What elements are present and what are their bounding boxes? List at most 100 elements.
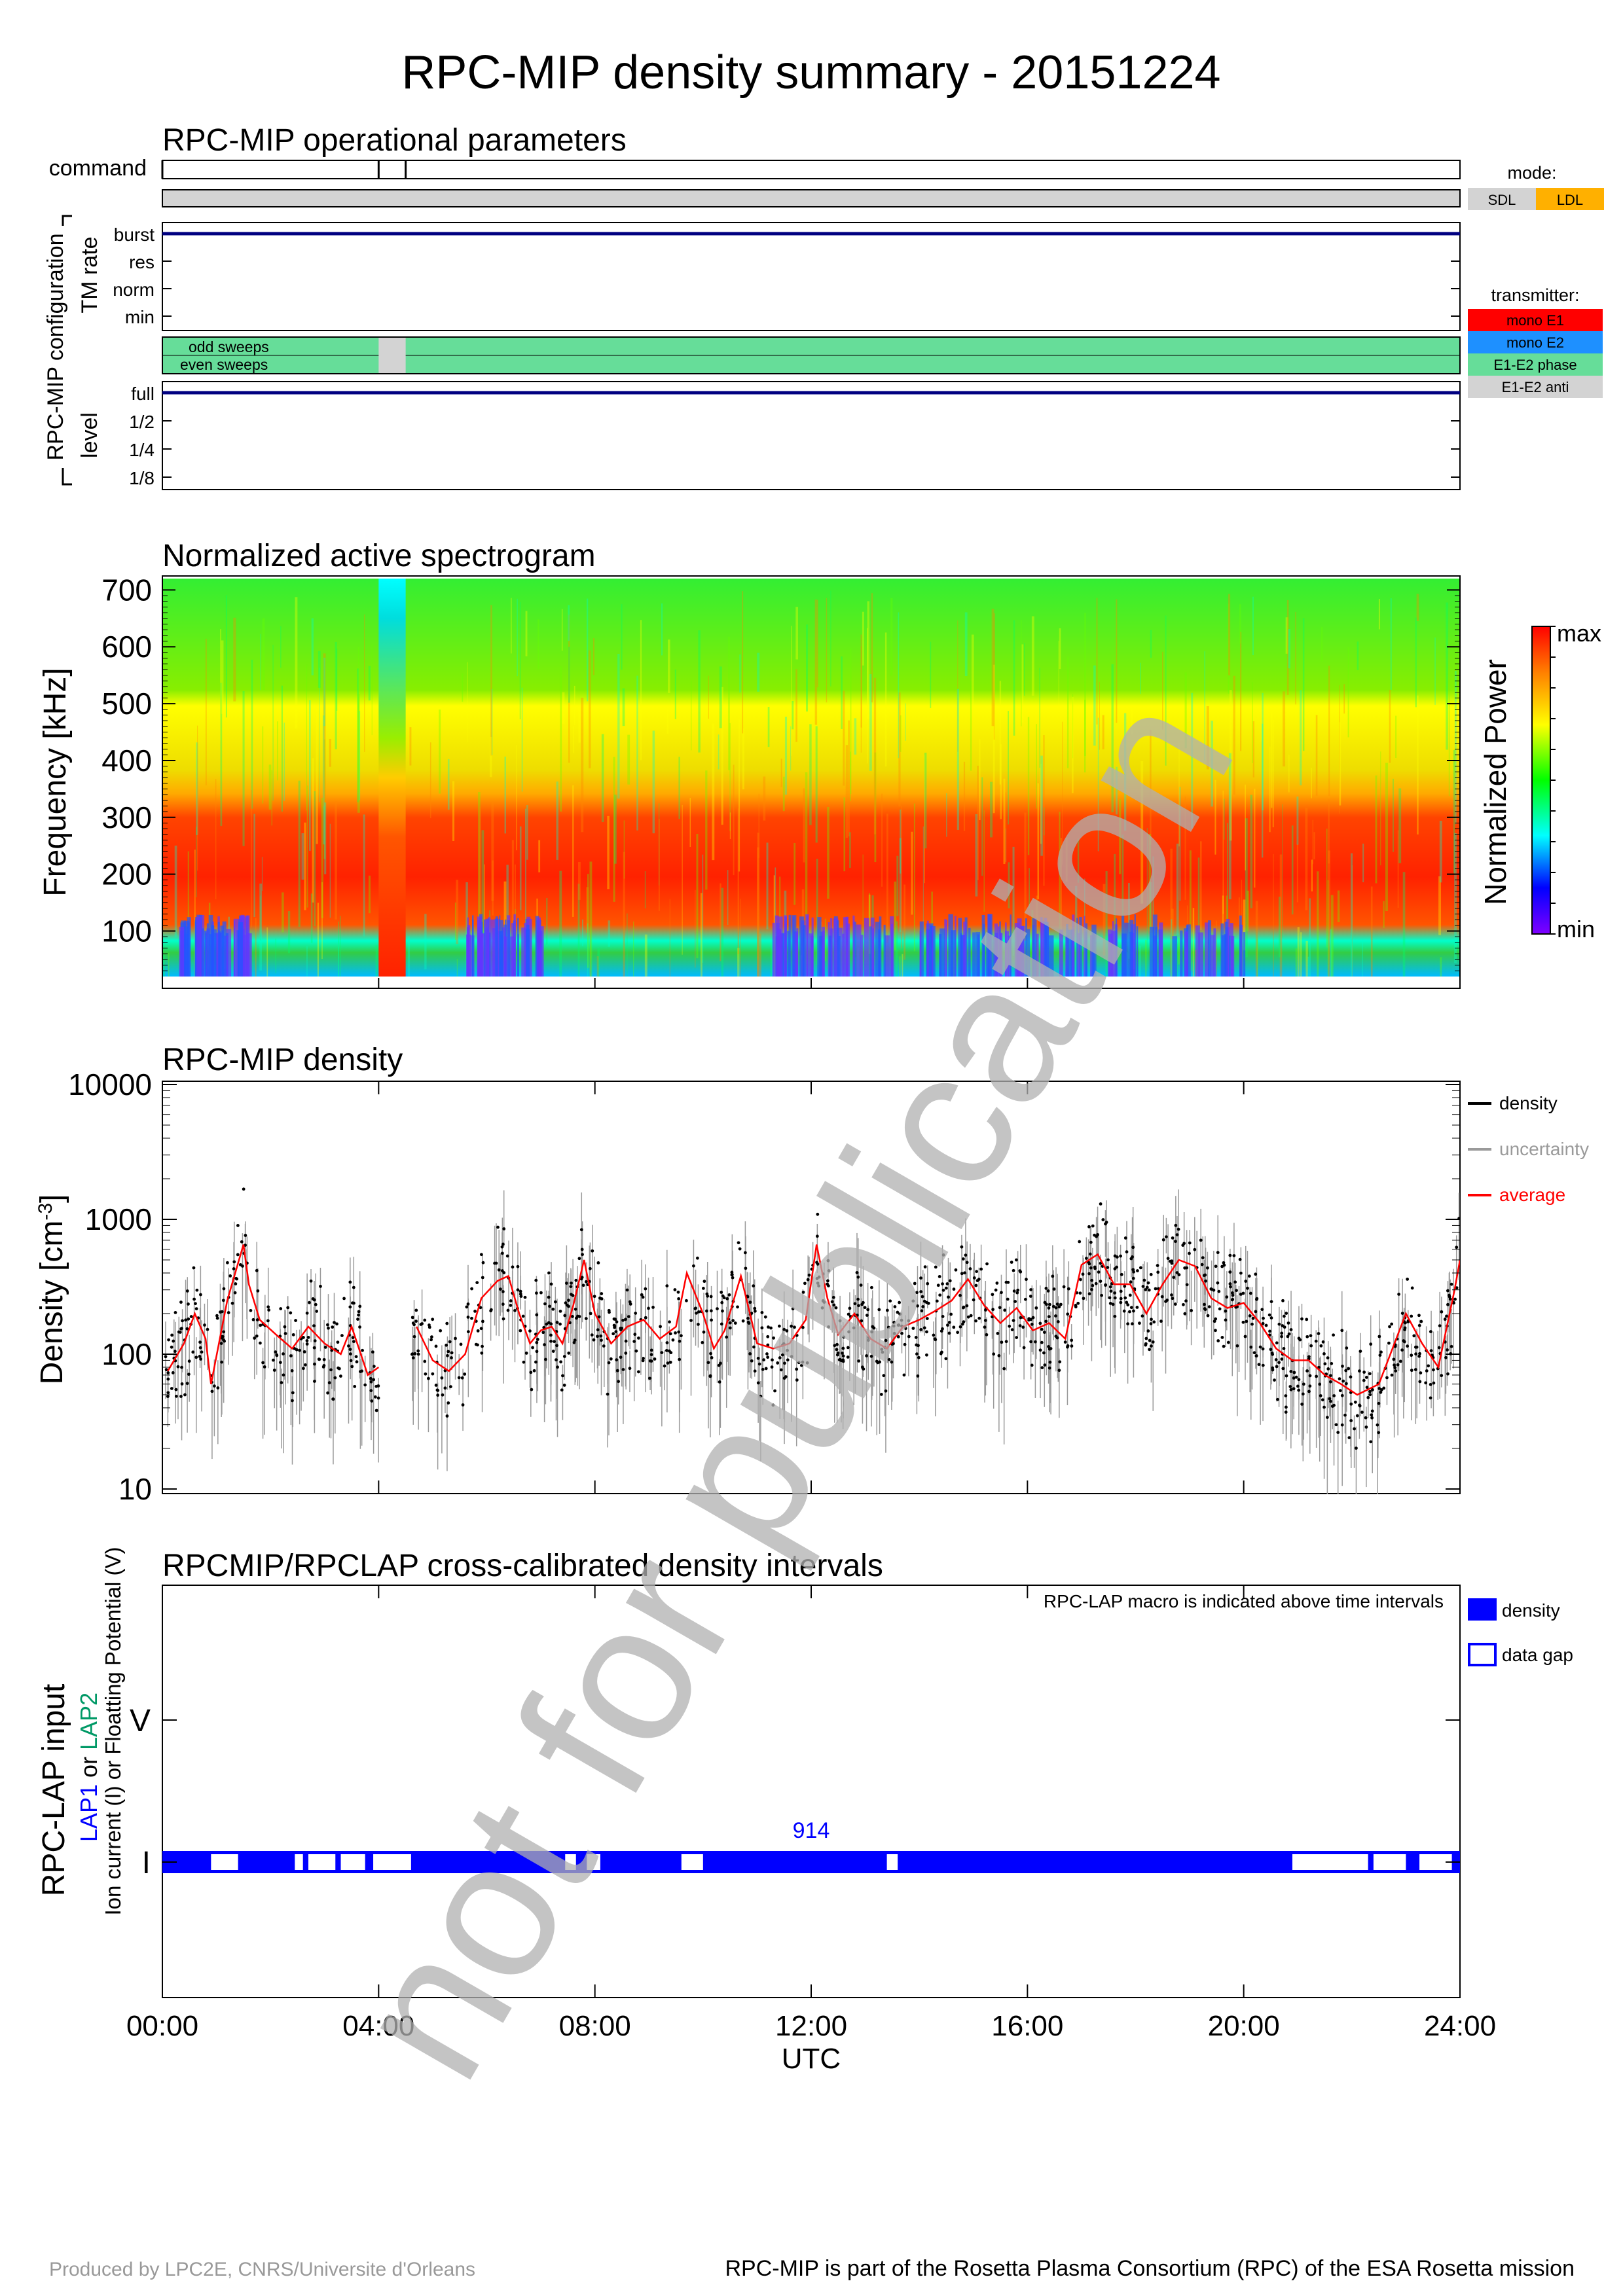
spectrogram-streak — [311, 618, 314, 675]
density-point — [1225, 1295, 1229, 1299]
density-point — [170, 1387, 173, 1390]
spectrogram-streak — [975, 814, 978, 897]
spectrogram-streak — [593, 638, 594, 675]
spectrogram-blue-patch — [1208, 920, 1212, 977]
density-point — [827, 1269, 831, 1272]
density-point — [963, 1271, 966, 1275]
density-point — [429, 1338, 433, 1342]
spectrogram-streak — [538, 840, 541, 872]
density-point — [890, 1360, 894, 1364]
density-point — [440, 1376, 444, 1380]
density-point — [728, 1326, 732, 1330]
density-point — [235, 1277, 239, 1281]
density-point — [985, 1262, 989, 1266]
density-point — [1150, 1318, 1153, 1321]
density-point — [1018, 1324, 1022, 1327]
spectrogram-blue-patch — [931, 926, 934, 977]
spectrogram-streak — [1327, 850, 1330, 977]
spectrogram-blue-patch — [1084, 916, 1085, 977]
spectrogram-blue-patch — [204, 930, 208, 977]
spectrogram-streak — [866, 628, 868, 764]
spectrogram-streak — [452, 781, 455, 841]
density-point — [198, 1293, 202, 1297]
density-point — [624, 1339, 628, 1343]
density-point — [1228, 1253, 1232, 1257]
spectrogram-streak — [727, 870, 729, 925]
spectrogram-blue-patch — [1229, 935, 1231, 977]
density-point — [1055, 1336, 1059, 1340]
density-point — [746, 1316, 750, 1320]
spectrogram-streak — [1130, 706, 1133, 735]
density-point — [220, 1310, 224, 1314]
spectrogram-streak — [1021, 644, 1024, 723]
density-point — [1144, 1342, 1148, 1346]
density-point — [176, 1365, 180, 1369]
density-point — [1025, 1278, 1028, 1282]
density-point — [1269, 1348, 1273, 1352]
density-point — [925, 1353, 928, 1357]
density-point — [532, 1369, 536, 1372]
density-point — [866, 1338, 870, 1342]
spectrogram-streak — [301, 833, 304, 880]
density-point — [596, 1328, 600, 1332]
density-point — [636, 1370, 640, 1374]
spectrogram-streak — [233, 617, 236, 702]
spectrogram-streak — [957, 620, 958, 752]
spectrogram-streak — [1162, 651, 1163, 730]
spectrogram-streak — [720, 883, 721, 961]
spectrogram-streak — [492, 860, 494, 916]
spectrogram-streak — [1119, 799, 1122, 874]
density-point — [1274, 1358, 1278, 1361]
density-point — [1376, 1423, 1379, 1427]
density-point — [1012, 1319, 1015, 1322]
density-point — [286, 1306, 290, 1310]
density-point — [1019, 1316, 1023, 1319]
density-point — [553, 1300, 557, 1304]
density-point — [1446, 1302, 1450, 1306]
spectrogram-streak — [1305, 808, 1308, 910]
density-point — [416, 1352, 420, 1356]
spectrogram-blue-patch — [1067, 929, 1073, 977]
spectrogram-streak — [1302, 618, 1305, 751]
density-point — [1332, 1333, 1336, 1337]
spectrogram-streak — [702, 854, 704, 963]
legend-density-label: density — [1499, 1093, 1558, 1113]
density-point — [961, 1257, 965, 1261]
density-y-tick-label: 10000 — [68, 1067, 152, 1102]
density-point — [227, 1311, 230, 1314]
density-point — [450, 1351, 454, 1355]
spectrogram-streak — [324, 802, 327, 874]
spectrogram-streak — [281, 685, 283, 812]
density-point — [1355, 1414, 1359, 1418]
spectrogram-blue-patch — [838, 935, 841, 977]
density-point — [410, 1316, 414, 1319]
spectrogram-blue-patch — [1198, 932, 1203, 977]
spectrogram-streak — [1093, 665, 1096, 746]
density-point — [280, 1381, 283, 1384]
density-point — [915, 1343, 919, 1347]
density-point — [1340, 1329, 1344, 1333]
spectrogram-streak — [215, 779, 217, 899]
spectrogram-streak — [587, 874, 589, 968]
density-point — [1418, 1380, 1422, 1384]
spectrogram-streak — [1246, 890, 1249, 931]
density-point — [805, 1361, 809, 1365]
density-point — [773, 1389, 776, 1393]
spectrogram-streak — [1262, 692, 1264, 811]
spectrogram-blue-patch — [960, 935, 965, 977]
density-point — [1369, 1342, 1373, 1346]
density-point — [1057, 1369, 1061, 1372]
spectrogram-streak — [841, 656, 843, 729]
spectrogram-streak — [990, 781, 993, 838]
density-point — [548, 1304, 551, 1308]
density-point — [358, 1304, 362, 1308]
spectrogram-ylabel: Frequency [kHz] — [38, 668, 73, 896]
density-point — [753, 1309, 757, 1313]
density-point — [835, 1348, 839, 1352]
density-point — [489, 1309, 493, 1313]
density-point — [760, 1326, 764, 1330]
spectrogram-streak — [738, 719, 740, 872]
density-point — [1149, 1322, 1153, 1325]
density-point — [516, 1288, 520, 1292]
density-point — [730, 1273, 734, 1277]
